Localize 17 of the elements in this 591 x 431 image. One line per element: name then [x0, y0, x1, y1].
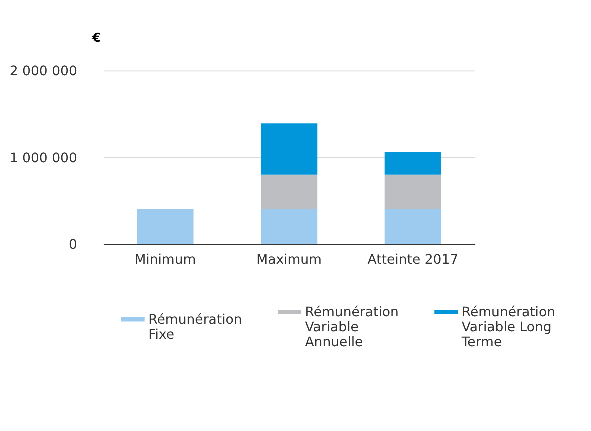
y-tick-label: 1 000 000 [10, 151, 78, 166]
bar [260, 174, 318, 210]
bar [384, 152, 442, 175]
x-tick-label: Atteinte 2017 [368, 253, 459, 268]
bar [384, 209, 442, 244]
x-tick-label: Maximum [256, 253, 322, 268]
bar [260, 124, 318, 175]
legend-label: Rémunération Variable Long Terme [460, 306, 556, 351]
x-tick-label: Minimum [134, 253, 196, 268]
y-tick-label: 2 000 000 [10, 64, 78, 80]
bar [137, 209, 194, 244]
legend-label: Rémunération Variable Annuelle [305, 306, 399, 351]
y-axis-title: € [92, 31, 102, 46]
bar [260, 209, 318, 244]
bar [384, 174, 442, 210]
legend-label: Rémunération Fixe [148, 313, 242, 344]
y-tick-label: 0 [68, 238, 78, 254]
